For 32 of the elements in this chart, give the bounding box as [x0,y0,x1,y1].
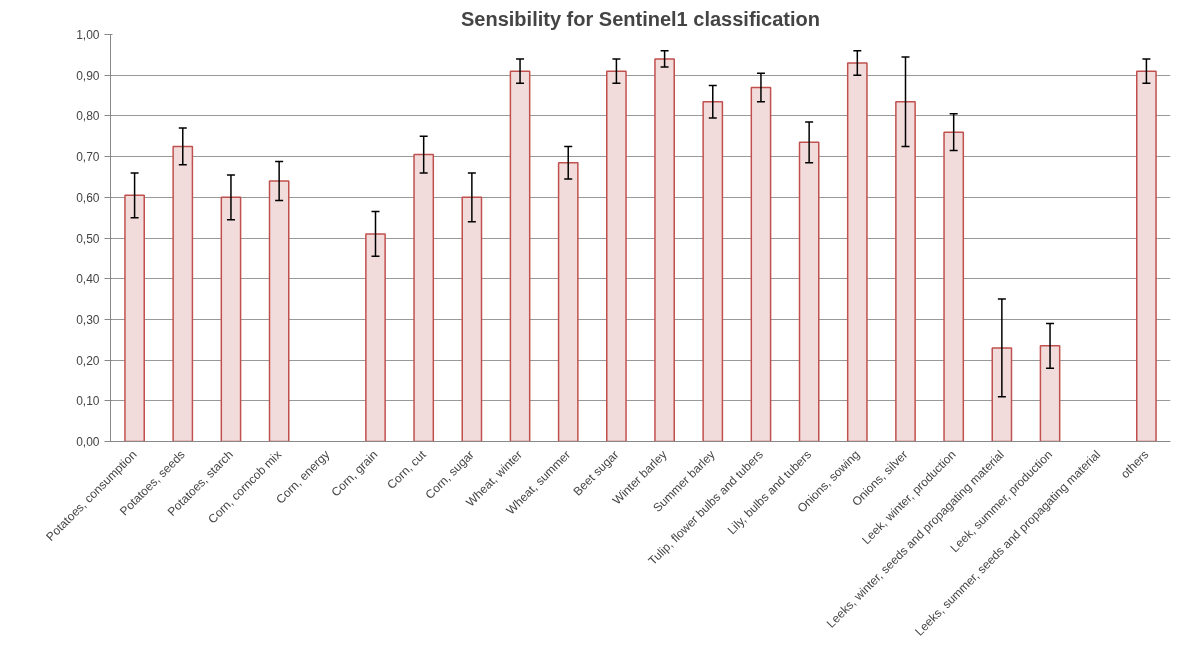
y-tick-label: 0,10 [76,394,100,409]
y-tick-label: 0,30 [76,312,100,327]
bar [124,194,145,442]
bar [220,196,242,442]
y-tick-label: 0,00 [76,435,100,449]
bar [654,58,675,442]
y-tick-label: 0,90 [76,68,100,83]
bar [365,233,386,442]
bar [846,62,868,442]
y-tick-label: 0,80 [76,109,100,124]
y-tick-label: 1,00 [76,28,100,42]
bar [798,141,820,442]
bar [1136,70,1157,442]
bar [606,70,627,442]
bar [557,161,579,442]
y-tick-label: 0,60 [76,190,100,205]
y-tick-label: 0,50 [76,231,100,246]
bar [750,86,772,442]
bar [1039,345,1061,442]
chart-title: Sensibility for Sentinel1 classification [461,7,820,30]
bar [268,180,290,442]
y-tick-label: 0,20 [76,353,100,368]
y-tick-label: 0,40 [76,272,100,287]
y-tick-label: 0,70 [76,150,100,165]
bar [895,100,916,442]
bar [991,347,1013,442]
bar [172,145,194,442]
bar [509,70,531,442]
bar [702,100,724,442]
bar [413,153,435,442]
bar [461,196,483,442]
bar [943,131,965,442]
